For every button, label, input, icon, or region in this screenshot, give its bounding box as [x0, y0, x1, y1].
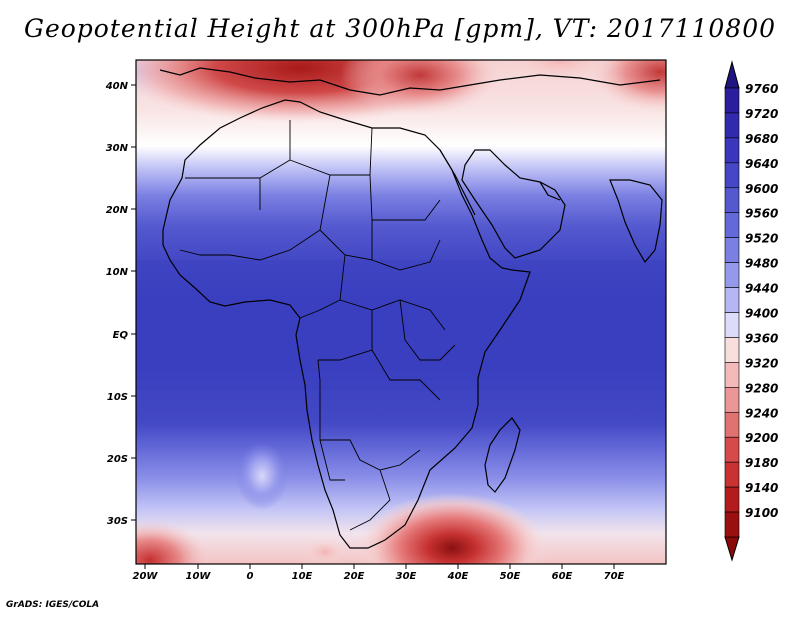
lat-tick-label: 10S [107, 392, 128, 403]
colorbar-label: 9600 [745, 182, 778, 196]
country-borders [179, 120, 456, 531]
colorbar-label: 9760 [745, 82, 778, 96]
axis-ticks [131, 84, 615, 569]
colorbar-swatch [724, 237, 740, 263]
colorbar-label: 9440 [745, 282, 778, 296]
colorbar-swatch [724, 312, 740, 338]
colorbar-swatch [724, 461, 740, 488]
page-title: Geopotential Height at 300hPa [gpm], VT:… [23, 14, 777, 43]
europe-coastline [159, 67, 661, 96]
lat-tick-label: 20S [107, 454, 128, 465]
height-field [136, 60, 666, 564]
colorbar-label: 9480 [745, 257, 778, 271]
colorbar-swatch [724, 137, 740, 164]
map-frame [135, 59, 667, 565]
colorbar: 9760 9720 9680 9640 9600 9560 9520 9480 9440 9400… [724, 60, 778, 562]
colorbar-swatch [724, 511, 740, 538]
colorbar-label: 9140 [745, 481, 778, 495]
colorbar-swatch [724, 387, 740, 413]
coastlines [159, 67, 663, 549]
colorbar-swatch [724, 87, 740, 114]
colorbar-swatch [724, 112, 740, 139]
arabia-coastline [461, 149, 566, 259]
colorbar-label: 9680 [745, 132, 778, 146]
persian-gulf-coast [539, 181, 561, 201]
colorbar-swatch [724, 212, 740, 238]
colorbar-bottom-arrow [724, 536, 740, 562]
lat-tick-label: 20N [106, 205, 129, 216]
colorbar-swatch [724, 162, 740, 189]
colorbar-label: 9240 [745, 406, 778, 420]
lat-tick-label: 10N [106, 267, 129, 278]
lon-tick-label: 30E [396, 571, 417, 582]
colorbar-label: 9560 [745, 207, 778, 221]
colorbar-label: 9720 [745, 107, 778, 121]
india-coastline [609, 179, 663, 264]
colorbar-label: 9400 [745, 307, 778, 321]
colorbar-label: 9200 [745, 431, 778, 445]
colorbar-swatch [724, 362, 740, 388]
colorbar-swatch [724, 262, 740, 288]
lat-tick-label: 40N [105, 81, 129, 92]
colorbar-label: 9640 [745, 157, 778, 171]
lat-tick-label: 30N [106, 143, 129, 154]
lon-tick-label: 20W [133, 571, 159, 582]
lon-tick-label: 50E [500, 571, 521, 582]
colorbar-swatch [724, 436, 740, 463]
colorbar-swatch [724, 187, 740, 214]
lat-tick-label: 30S [107, 516, 128, 527]
lon-tick-label: 60E [552, 571, 573, 582]
colorbar-top-arrow [724, 60, 740, 89]
colorbar-label: 9320 [745, 356, 778, 370]
africa-coastline [162, 99, 531, 549]
colorbar-swatch [724, 337, 740, 363]
colorbar-label: 9520 [745, 232, 778, 246]
lon-tick-label: 40E [447, 571, 469, 582]
lon-tick-label: 0 [247, 571, 254, 582]
red-sea-coast [439, 149, 476, 216]
lon-tick-label: 70E [604, 571, 625, 582]
lat-tick-label: EQ [113, 330, 129, 341]
colorbar-label: 9100 [745, 506, 778, 520]
colorbar-swatch [724, 486, 740, 513]
colorbar-swatch [724, 411, 740, 438]
lon-tick-label: 10E [292, 571, 313, 582]
colorbar-label: 9360 [745, 331, 778, 345]
madagascar-coastline [484, 417, 521, 493]
lon-tick-label: 20E [344, 571, 365, 582]
credit-label: GrADS: IGES/COLA [6, 600, 100, 610]
lon-tick-label: 10W [186, 571, 212, 582]
colorbar-label: 9180 [745, 456, 778, 470]
colorbar-label: 9280 [745, 381, 778, 395]
colorbar-swatch [724, 287, 740, 313]
